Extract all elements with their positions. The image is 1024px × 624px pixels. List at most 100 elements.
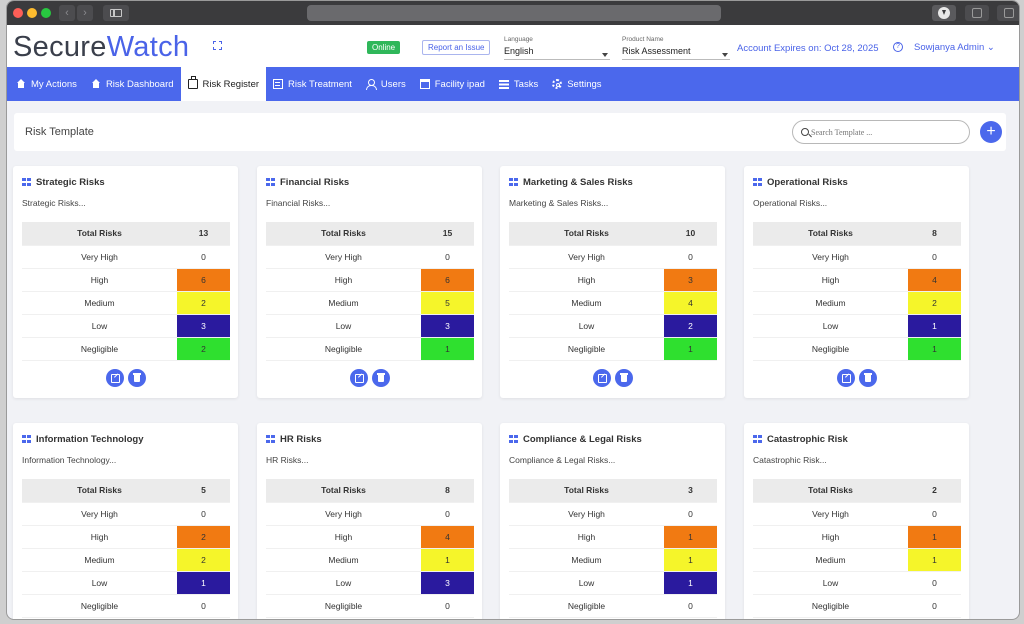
risk-level-count: 0 <box>908 245 961 269</box>
back-icon[interactable]: ‹ <box>59 5 75 21</box>
risk-level-label: High <box>266 525 421 549</box>
nav-item-facility-ipad[interactable]: Facility ipad <box>413 67 492 101</box>
edit-icon[interactable] <box>105 369 124 387</box>
risk-level-count: 3 <box>421 571 474 595</box>
delete-icon[interactable] <box>858 369 877 387</box>
minimize-window-button[interactable] <box>27 8 37 18</box>
risk-level-label: Negligible <box>22 594 177 618</box>
grid-icon <box>22 178 31 186</box>
nav-item-my-actions[interactable]: My Actions <box>9 67 84 101</box>
template-toolbar: Risk Template + <box>14 113 1006 151</box>
total-row: Total Risks 15 <box>266 222 474 246</box>
risk-level-count: 0 <box>421 245 474 269</box>
nav-item-risk-dashboard[interactable]: Risk Dashboard <box>84 67 181 101</box>
risk-level-count: 1 <box>664 337 717 361</box>
nav-item-risk-treatment[interactable]: Risk Treatment <box>266 67 359 101</box>
nav-item-users[interactable]: Users <box>359 67 413 101</box>
search-input[interactable] <box>811 125 961 139</box>
app-header: SecureWatch Online Report an Issue Langu… <box>7 25 1019 67</box>
building-icon <box>419 79 430 89</box>
risk-level-row: Medium 1 <box>509 548 717 572</box>
risk-level-row: Very High 0 <box>22 245 230 269</box>
risk-level-row: Low 3 <box>266 314 474 338</box>
edit-icon[interactable] <box>349 369 368 387</box>
edit-icon[interactable] <box>836 369 855 387</box>
sidebar-toggle-icon[interactable] <box>103 5 129 21</box>
product-select[interactable]: Product Name Risk Assessment <box>622 36 730 60</box>
risk-level-row: Low 3 <box>22 314 230 338</box>
edit-icon[interactable] <box>592 369 611 387</box>
add-template-button[interactable]: + <box>980 121 1002 143</box>
risk-level-label: Very High <box>509 245 664 269</box>
risk-level-count: 1 <box>664 525 717 549</box>
total-value: 3 <box>664 479 717 503</box>
risk-level-label: Medium <box>753 548 908 572</box>
logo[interactable]: SecureWatch <box>13 31 190 63</box>
grid-icon <box>509 435 518 443</box>
risk-count-table: Total Risks 13 Very High 0 High 6 Medium 2 Low 3 N… <box>22 222 230 361</box>
card-description: Compliance & Legal Risks... <box>509 455 616 465</box>
delete-icon[interactable] <box>371 369 390 387</box>
card-title-text: Financial Risks <box>280 177 350 188</box>
risk-level-count: 1 <box>177 571 230 595</box>
total-value: 8 <box>421 479 474 503</box>
address-bar[interactable] <box>307 5 721 21</box>
share-icon[interactable] <box>965 5 989 21</box>
risk-level-count: 3 <box>421 314 474 338</box>
maximize-window-button[interactable] <box>41 8 51 18</box>
card-description: Information Technology... <box>22 455 117 465</box>
delete-icon[interactable] <box>614 369 633 387</box>
risk-level-label: High <box>509 268 664 292</box>
risk-level-count: 0 <box>908 571 961 595</box>
risk-level-count: 0 <box>664 245 717 269</box>
search-box[interactable] <box>792 120 970 144</box>
help-icon[interactable]: ? <box>893 42 903 52</box>
risk-level-label: Low <box>266 571 421 595</box>
risk-level-row: Medium 1 <box>266 548 474 572</box>
total-label: Total Risks <box>22 222 177 246</box>
risk-level-row: Medium 5 <box>266 291 474 315</box>
risk-level-row: Negligible 2 <box>22 337 230 361</box>
risk-level-row: Very High 0 <box>753 502 961 526</box>
close-window-button[interactable] <box>13 8 23 18</box>
risk-level-row: High 4 <box>266 525 474 549</box>
card-title: Operational Risks <box>753 177 848 188</box>
grid-icon <box>753 178 762 186</box>
language-select[interactable]: Language English <box>504 36 610 60</box>
risk-level-label: High <box>753 525 908 549</box>
gear-icon <box>552 79 563 89</box>
risk-count-table: Total Risks 8 Very High 0 High 4 Medium 2 Low 1 Ne… <box>753 222 961 361</box>
forward-icon[interactable]: › <box>77 5 93 21</box>
risk-level-row: Very High 0 <box>509 502 717 526</box>
risk-level-label: Low <box>266 314 421 338</box>
tab-overview-icon[interactable] <box>997 5 1019 21</box>
nav-item-tasks[interactable]: Tasks <box>492 67 545 101</box>
risk-level-label: Very High <box>22 502 177 526</box>
report-issue-link[interactable]: Report an Issue <box>422 40 491 55</box>
nav-item-label: Users <box>380 78 406 90</box>
risk-level-count: 6 <box>177 268 230 292</box>
user-menu[interactable]: Sowjanya Admin ⌄ <box>914 42 995 53</box>
grid-icon <box>266 178 275 186</box>
risk-level-label: High <box>22 268 177 292</box>
risk-level-row: High 6 <box>22 268 230 292</box>
risk-template-card: Strategic Risks Strategic Risks... Total R… <box>13 166 238 398</box>
risk-level-label: Negligible <box>753 337 908 361</box>
card-title-text: Marketing & Sales Risks <box>523 177 633 188</box>
download-icon[interactable] <box>932 5 956 21</box>
product-caption: Product Name <box>622 36 664 43</box>
card-description: Marketing & Sales Risks... <box>509 198 609 208</box>
browser-window: ‹ › SecureWatch Online Report an Issue L… <box>6 0 1020 620</box>
card-title-text: Strategic Risks <box>36 177 105 188</box>
card-actions <box>13 369 238 392</box>
card-description: HR Risks... <box>266 455 309 465</box>
risk-count-table: Total Risks 3 Very High 0 High 1 Medium 1 Low 1 Ne… <box>509 479 717 618</box>
delete-icon[interactable] <box>127 369 146 387</box>
risk-level-count: 2 <box>177 548 230 572</box>
list-icon <box>498 79 509 89</box>
nav-item-settings[interactable]: Settings <box>545 67 608 101</box>
risk-level-label: Very High <box>266 245 421 269</box>
nav-item-risk-register[interactable]: Risk Register <box>180 67 267 101</box>
fullscreen-icon[interactable] <box>213 41 222 50</box>
total-row: Total Risks 2 <box>753 479 961 503</box>
